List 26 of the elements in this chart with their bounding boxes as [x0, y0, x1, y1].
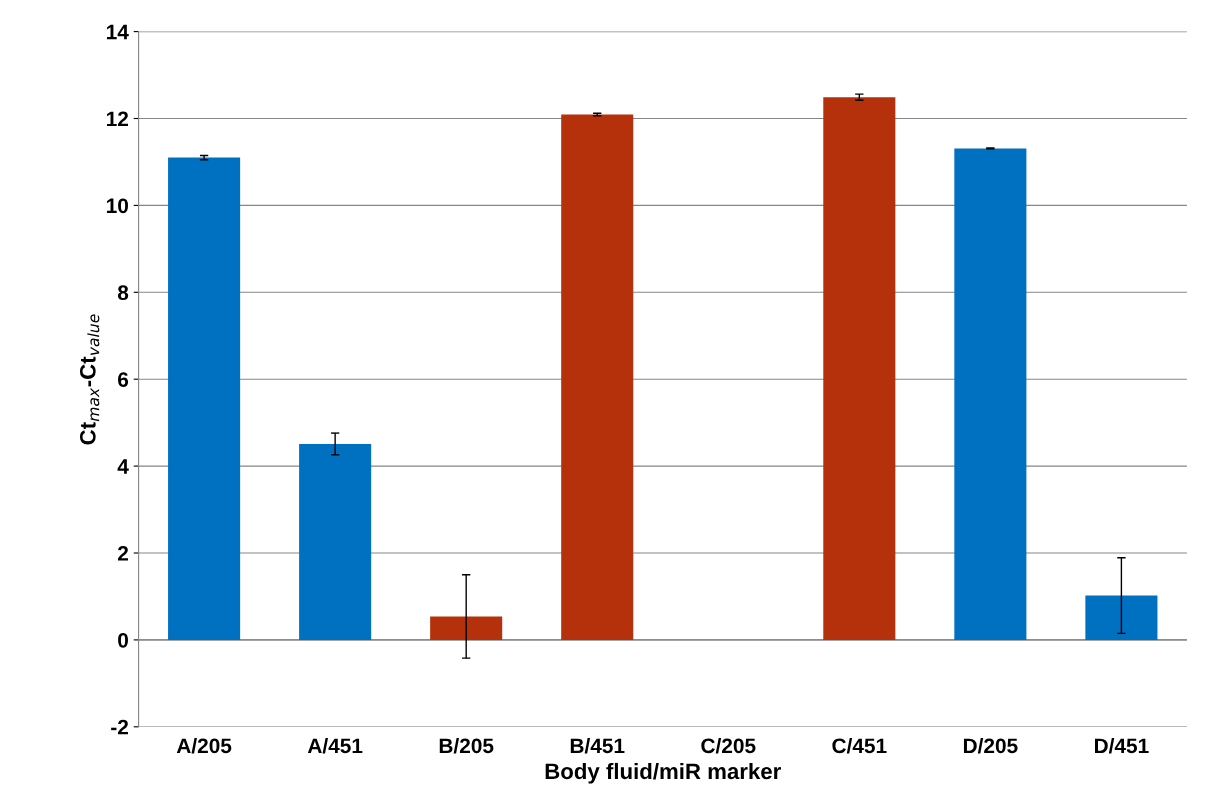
y-tick-label: 4 — [117, 459, 129, 474]
x-tick-label: C/451 — [832, 737, 887, 754]
y-tick-label: -2 — [111, 719, 129, 735]
y-tick-label: 6 — [118, 372, 129, 387]
bar — [954, 148, 1027, 640]
bar — [430, 616, 503, 640]
y-tick-label: 0 — [118, 632, 128, 648]
y-tick-label: 8 — [117, 285, 129, 301]
y-axis-title: Ct$_{max}$-Ct$_{value}$ — [79, 314, 100, 445]
x-tick-label: D/205 — [963, 737, 1018, 754]
bar — [1085, 595, 1158, 640]
bar — [299, 443, 372, 640]
x-tick-label: B/205 — [439, 737, 494, 754]
y-tick-label: 12 — [106, 111, 129, 127]
bar — [823, 97, 896, 640]
x-tick-label: A/451 — [307, 737, 363, 754]
x-tick-label: A/205 — [176, 737, 232, 754]
x-axis-title: Body fluid/miR marker — [545, 762, 781, 784]
y-tick-label: 14 — [106, 24, 129, 40]
bar — [168, 157, 241, 640]
x-tick-label: D/451 — [1095, 737, 1149, 754]
y-tick-label: 2 — [117, 546, 129, 561]
y-tick-label: 10 — [106, 198, 128, 214]
bar — [561, 114, 634, 640]
x-tick-label: B/451 — [570, 737, 625, 754]
x-tick-label: C/205 — [701, 737, 756, 754]
